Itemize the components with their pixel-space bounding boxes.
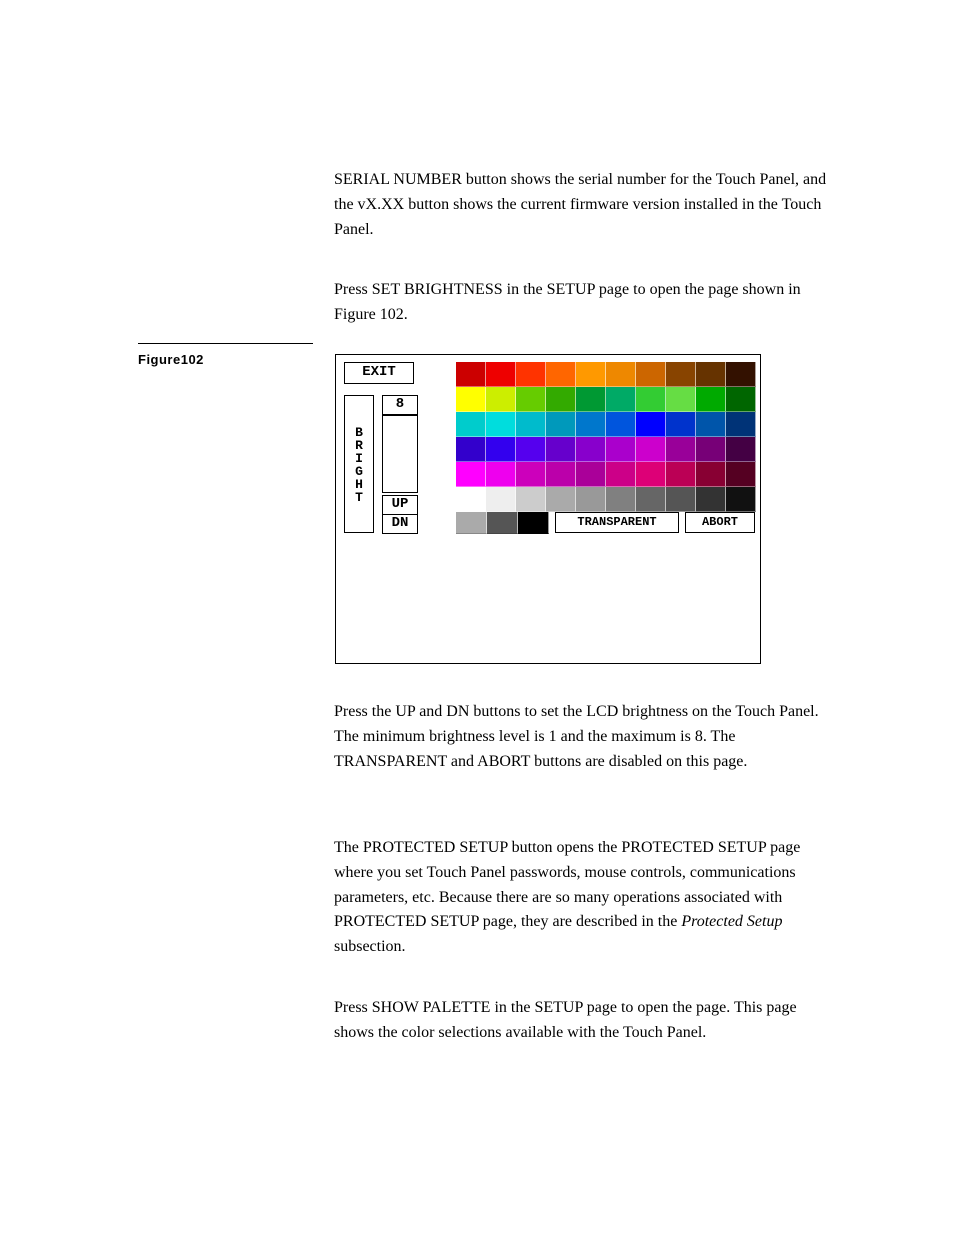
swatch[interactable] <box>636 462 666 487</box>
paragraph-set-brightness: Press SET BRIGHTNESS in the SETUP page t… <box>334 278 834 328</box>
paragraph-protected-setup: The PROTECTED SETUP button opens the PRO… <box>334 836 834 960</box>
swatch[interactable] <box>456 462 486 487</box>
swatch[interactable] <box>486 437 516 462</box>
swatch[interactable] <box>726 462 756 487</box>
swatch[interactable] <box>696 412 726 437</box>
swatch[interactable] <box>516 462 546 487</box>
swatch[interactable] <box>696 462 726 487</box>
abort-button: ABORT <box>685 512 755 533</box>
color-palette-grid[interactable] <box>456 362 756 512</box>
swatch[interactable] <box>636 387 666 412</box>
swatch[interactable] <box>606 462 636 487</box>
swatch[interactable] <box>576 412 606 437</box>
swatch[interactable] <box>606 362 636 387</box>
swatch[interactable] <box>516 412 546 437</box>
swatch[interactable] <box>546 487 576 512</box>
swatch[interactable] <box>606 437 636 462</box>
swatch[interactable] <box>606 387 636 412</box>
bright-vertical-label: B R I G H T <box>344 415 374 515</box>
up-button[interactable]: UP <box>382 495 418 515</box>
swatch[interactable] <box>726 362 756 387</box>
swatch[interactable] <box>516 362 546 387</box>
paragraph-show-palette: Press SHOW PALETTE in the SETUP page to … <box>334 996 834 1046</box>
swatch[interactable] <box>456 512 487 534</box>
swatch[interactable] <box>546 437 576 462</box>
swatch[interactable] <box>456 362 486 387</box>
figure-label-block: Figure102 <box>138 343 313 370</box>
swatch[interactable] <box>546 362 576 387</box>
swatch[interactable] <box>516 437 546 462</box>
paragraph-serial-version: SERIAL NUMBER button shows the serial nu… <box>334 168 834 242</box>
swatch[interactable] <box>666 462 696 487</box>
swatch[interactable] <box>576 462 606 487</box>
swatch[interactable] <box>546 462 576 487</box>
swatch[interactable] <box>516 487 546 512</box>
italic-text: Protected Setup <box>681 913 782 930</box>
swatch[interactable] <box>636 437 666 462</box>
swatch[interactable] <box>726 487 756 512</box>
swatch[interactable] <box>606 487 636 512</box>
palette-bottom-row: TRANSPARENT ABORT <box>456 512 756 533</box>
swatch[interactable] <box>486 487 516 512</box>
swatch[interactable] <box>726 412 756 437</box>
dn-button[interactable]: DN <box>382 514 418 534</box>
transparent-button: TRANSPARENT <box>555 512 679 533</box>
figure-102: EXIT B R I G H T 8 UP DN TRANSPARENT <box>335 354 761 664</box>
swatch[interactable] <box>486 387 516 412</box>
swatch[interactable] <box>726 387 756 412</box>
swatch[interactable] <box>696 387 726 412</box>
swatch[interactable] <box>666 387 696 412</box>
swatch[interactable] <box>518 512 549 534</box>
swatch[interactable] <box>606 412 636 437</box>
swatch[interactable] <box>666 412 696 437</box>
brightness-level-display: 8 <box>382 395 418 415</box>
swatch[interactable] <box>636 487 666 512</box>
exit-button[interactable]: EXIT <box>344 362 414 384</box>
figure-inner: EXIT B R I G H T 8 UP DN TRANSPARENT <box>336 355 760 663</box>
swatch[interactable] <box>456 437 486 462</box>
swatch[interactable] <box>696 487 726 512</box>
swatch[interactable] <box>486 462 516 487</box>
bright-letter: T <box>355 491 363 504</box>
swatch[interactable] <box>696 437 726 462</box>
swatch[interactable] <box>696 362 726 387</box>
swatch[interactable] <box>666 362 696 387</box>
swatch[interactable] <box>636 362 666 387</box>
swatch[interactable] <box>456 487 486 512</box>
swatch[interactable] <box>486 362 516 387</box>
swatch[interactable] <box>516 387 546 412</box>
text-run: subsection. <box>334 938 406 955</box>
brightness-slider-track <box>382 415 418 493</box>
swatch[interactable] <box>666 437 696 462</box>
swatch[interactable] <box>486 412 516 437</box>
swatch[interactable] <box>636 412 666 437</box>
figure-label: Figure102 <box>138 350 313 370</box>
swatch[interactable] <box>576 437 606 462</box>
figure-label-rule <box>138 343 313 344</box>
paragraph-up-dn: Press the UP and DN buttons to set the L… <box>334 700 834 774</box>
swatch[interactable] <box>726 437 756 462</box>
swatch[interactable] <box>546 387 576 412</box>
swatch[interactable] <box>576 362 606 387</box>
page: SERIAL NUMBER button shows the serial nu… <box>0 0 954 1235</box>
swatch[interactable] <box>576 387 606 412</box>
swatch[interactable] <box>456 412 486 437</box>
swatch[interactable] <box>546 412 576 437</box>
swatch[interactable] <box>487 512 518 534</box>
swatch[interactable] <box>576 487 606 512</box>
swatch[interactable] <box>456 387 486 412</box>
swatch[interactable] <box>666 487 696 512</box>
